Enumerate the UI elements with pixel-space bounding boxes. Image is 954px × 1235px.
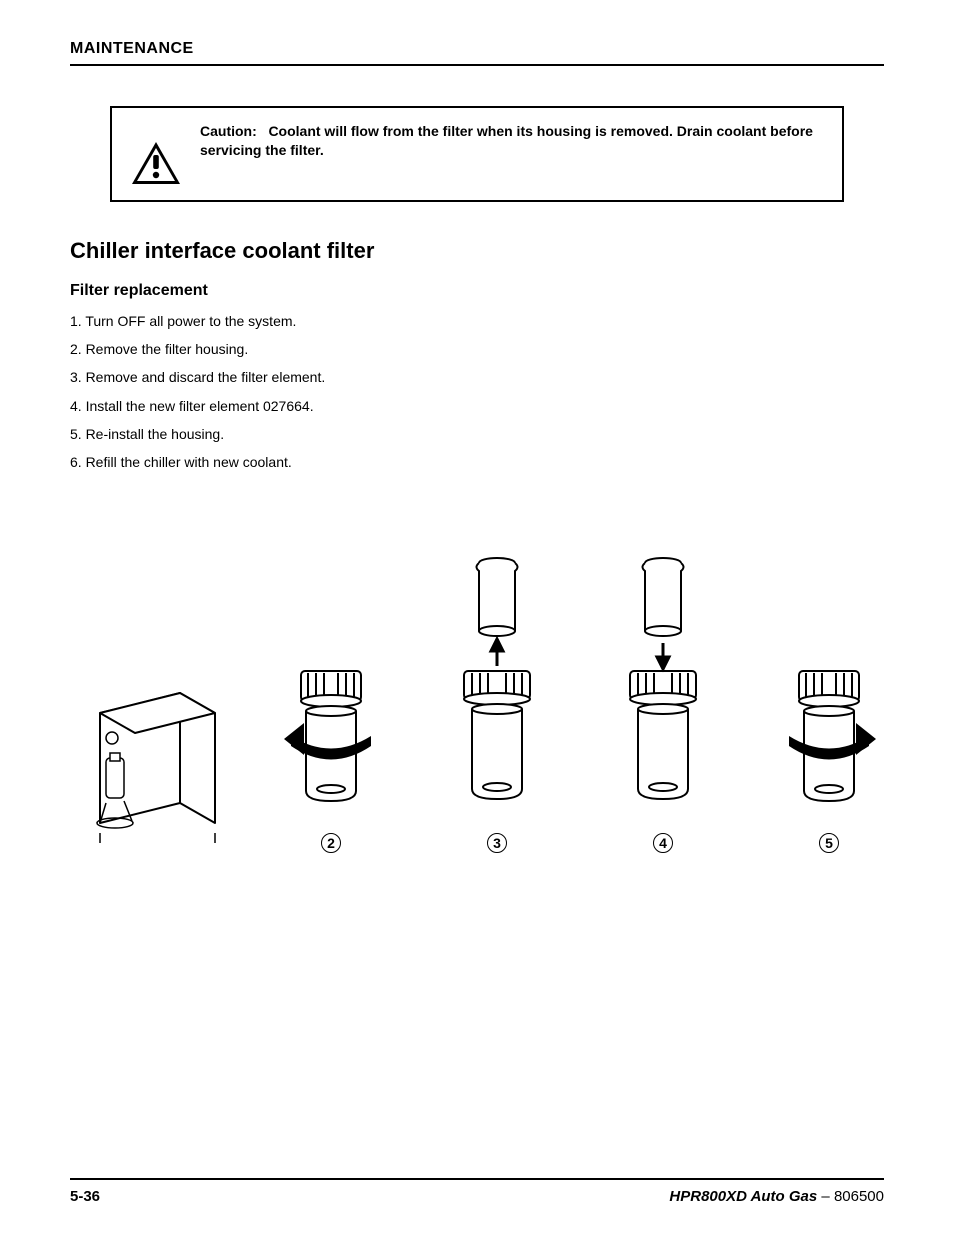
footer-doc-info: HPR800XD Auto Gas – 806500 xyxy=(669,1188,884,1205)
figure-step-3: 3 xyxy=(442,551,552,853)
figure-chiller-unit xyxy=(70,683,220,853)
figure-step-2: 2 xyxy=(276,661,386,853)
footer-sep: – xyxy=(817,1188,834,1205)
figure-number: 4 xyxy=(653,833,673,853)
step-list: 1. Turn OFF all power to the system. 2. … xyxy=(70,312,884,471)
step-item: 5. Re-install the housing. xyxy=(70,425,884,443)
caution-box: Caution: Coolant will flow from the filt… xyxy=(110,106,844,202)
caution-text-block: Caution: Coolant will flow from the filt… xyxy=(200,122,824,160)
page-footer: 5-36 HPR800XD Auto Gas – 806500 xyxy=(70,1178,884,1205)
footer-docnum: 806500 xyxy=(834,1188,884,1205)
footer-model: HPR800XD Auto Gas xyxy=(669,1188,817,1205)
chiller-unit-icon xyxy=(70,683,220,853)
figure-number: 2 xyxy=(321,833,341,853)
figure-number: 5 xyxy=(819,833,839,853)
figure-step-5: 5 xyxy=(774,661,884,853)
filter-remove-icon xyxy=(442,551,552,821)
caution-icon-wrap xyxy=(130,122,190,186)
step-item: 3. Remove and discard the filter element… xyxy=(70,368,884,386)
filter-insert-icon xyxy=(608,551,718,821)
step-item: 4. Install the new filter element 027664… xyxy=(70,397,884,415)
housing-unscrew-icon xyxy=(276,661,386,821)
step-item: 1. Turn OFF all power to the system. xyxy=(70,312,884,330)
section-header: MAINTENANCE xyxy=(70,40,884,66)
step-item: 6. Refill the chiller with new coolant. xyxy=(70,453,884,471)
caution-body: Coolant will flow from the filter when i… xyxy=(200,123,813,158)
footer-page-number: 5-36 xyxy=(70,1188,100,1205)
warning-triangle-icon xyxy=(130,140,182,186)
housing-screw-icon xyxy=(774,661,884,821)
step-item: 2. Remove the filter housing. xyxy=(70,340,884,358)
figure-row: 2 3 xyxy=(70,551,884,853)
figure-step-4: 4 xyxy=(608,551,718,853)
caution-label: Caution: xyxy=(200,123,257,139)
subsection-title: Filter replacement xyxy=(70,282,884,300)
figure-number: 3 xyxy=(487,833,507,853)
page-title: Chiller interface coolant filter xyxy=(70,238,884,264)
